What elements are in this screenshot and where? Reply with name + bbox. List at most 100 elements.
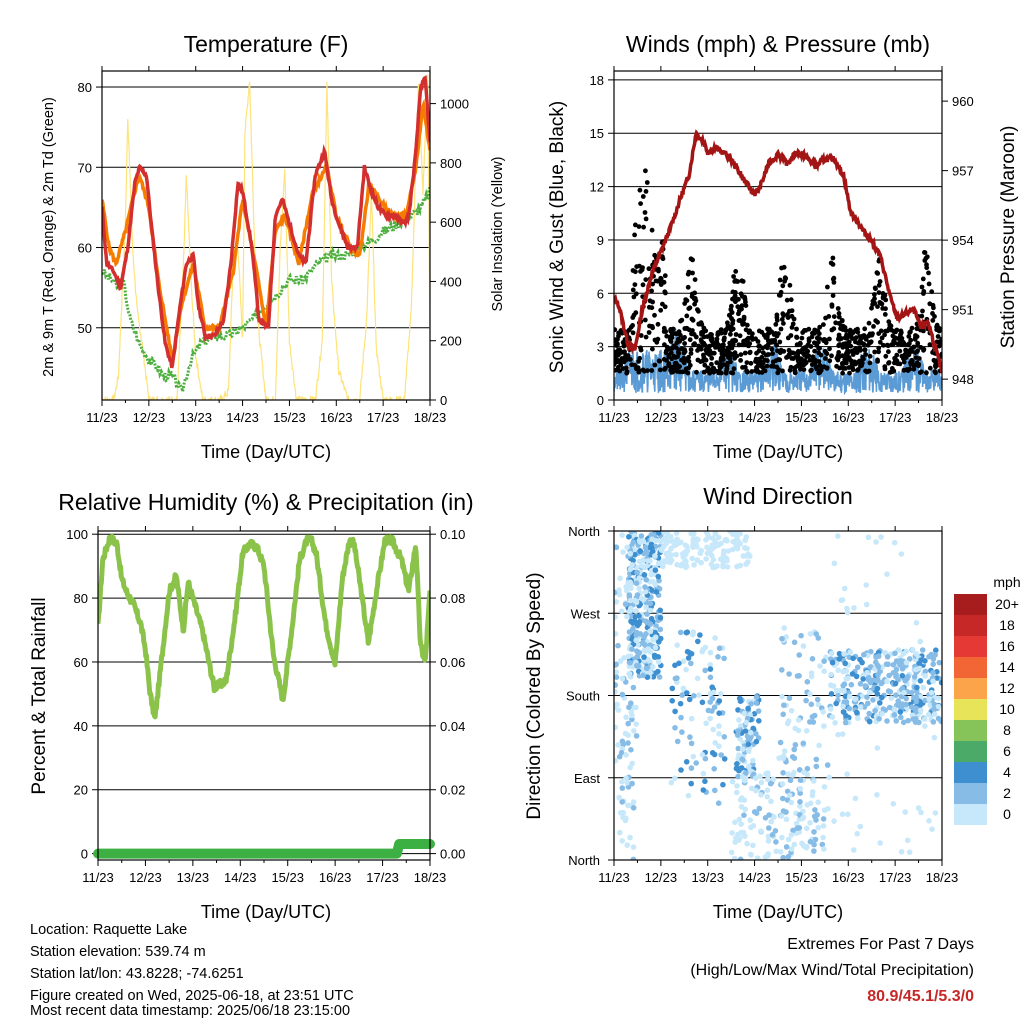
- x-tick-label: 13/23: [691, 870, 724, 885]
- direction-point: [745, 705, 751, 712]
- gust-point: [840, 323, 846, 329]
- gust-point: [696, 321, 702, 327]
- x-tick-label: 17/23: [879, 870, 912, 885]
- gust-point: [853, 335, 859, 341]
- direction-point: [815, 824, 822, 831]
- direction-point: [640, 672, 646, 679]
- gust-point: [775, 370, 781, 376]
- x-tick-label: 12/23: [129, 870, 162, 885]
- direction-point: [735, 773, 741, 780]
- gust-point: [630, 323, 635, 328]
- y2-tick-label: 0.06: [440, 655, 465, 670]
- direction-point: [703, 720, 709, 727]
- direction-point: [811, 848, 817, 854]
- direction-point: [743, 719, 750, 726]
- direction-point: [725, 548, 732, 554]
- gust-point: [858, 363, 863, 369]
- direction-point: [742, 833, 748, 839]
- gust-point: [703, 357, 709, 363]
- gust-point: [714, 336, 720, 342]
- gust-point: [630, 287, 636, 293]
- direction-point: [829, 659, 836, 666]
- x-tick-label: 18/23: [926, 410, 959, 425]
- direction-point: [769, 832, 776, 838]
- gust-point: [754, 366, 760, 372]
- gust-point: [807, 357, 813, 363]
- direction-point: [874, 691, 881, 697]
- direction-point: [857, 823, 864, 830]
- gust-point: [844, 333, 850, 339]
- gust-point: [773, 331, 778, 336]
- direction-point: [648, 615, 655, 622]
- direction-point: [778, 813, 785, 819]
- direction-point: [868, 648, 874, 655]
- direction-point: [629, 646, 635, 652]
- gust-point: [920, 308, 925, 314]
- x-tick-label: 16/23: [320, 410, 353, 425]
- direction-point: [926, 696, 932, 702]
- direction-point: [718, 540, 724, 547]
- gust-point: [915, 348, 920, 354]
- direction-point: [647, 628, 654, 634]
- direction-point: [817, 663, 823, 669]
- direction-point: [649, 545, 655, 552]
- direction-point: [926, 653, 932, 660]
- direction-point: [700, 770, 707, 777]
- gust-point: [692, 290, 698, 296]
- direction-point: [712, 787, 718, 794]
- direction-point: [891, 706, 898, 712]
- direction-point: [732, 819, 738, 826]
- gust-point: [883, 353, 889, 359]
- direction-point: [736, 695, 743, 702]
- direction-point: [668, 545, 674, 552]
- gust-point: [624, 369, 630, 374]
- direction-point: [728, 849, 735, 856]
- gust-point: [756, 343, 762, 349]
- gust-point: [784, 297, 790, 303]
- direction-point: [619, 738, 626, 745]
- wind-direction-ylabel: Direction (Colored By Speed): [524, 572, 545, 819]
- direction-point: [683, 629, 690, 636]
- direction-point: [644, 611, 650, 617]
- colorbar-label: 12: [999, 680, 1015, 696]
- direction-point: [813, 763, 820, 770]
- colorbar-swatch: [954, 678, 987, 699]
- gust-point: [830, 293, 836, 298]
- gust-point: [710, 366, 715, 372]
- gust-point: [778, 326, 784, 332]
- x-tick-label: 18/23: [414, 870, 447, 885]
- y2-tick-label: 948: [952, 372, 974, 387]
- gust-point: [847, 370, 852, 376]
- gust-point: [902, 352, 908, 358]
- gust-point: [732, 355, 738, 361]
- direction-point: [648, 571, 654, 578]
- y2-tick-label: 0: [440, 393, 447, 408]
- direction-point: [803, 728, 810, 734]
- direction-point: [616, 587, 622, 593]
- gust-point: [777, 350, 783, 356]
- direction-point: [930, 661, 936, 667]
- gust-point: [806, 336, 812, 342]
- colorbar-swatch: [954, 636, 987, 657]
- direction-point: [627, 764, 633, 771]
- direction-point: [647, 642, 654, 648]
- gust-point: [926, 281, 932, 287]
- direction-point: [756, 805, 763, 812]
- gust-point: [688, 351, 694, 356]
- gust-point: [876, 290, 882, 295]
- direction-point: [876, 716, 882, 722]
- gust-point: [765, 358, 770, 364]
- gust-point: [831, 280, 837, 285]
- direction-point: [688, 660, 694, 667]
- gust-point: [929, 289, 935, 295]
- direction-point: [699, 751, 706, 758]
- direction-point: [690, 541, 696, 548]
- gust-point: [765, 326, 770, 332]
- gust-point: [876, 349, 881, 355]
- direction-point: [844, 605, 850, 612]
- direction-point: [633, 580, 640, 586]
- x-tick-label: 14/23: [738, 410, 771, 425]
- direction-point: [652, 634, 659, 640]
- gust-point: [835, 306, 841, 311]
- direction-point: [623, 775, 629, 781]
